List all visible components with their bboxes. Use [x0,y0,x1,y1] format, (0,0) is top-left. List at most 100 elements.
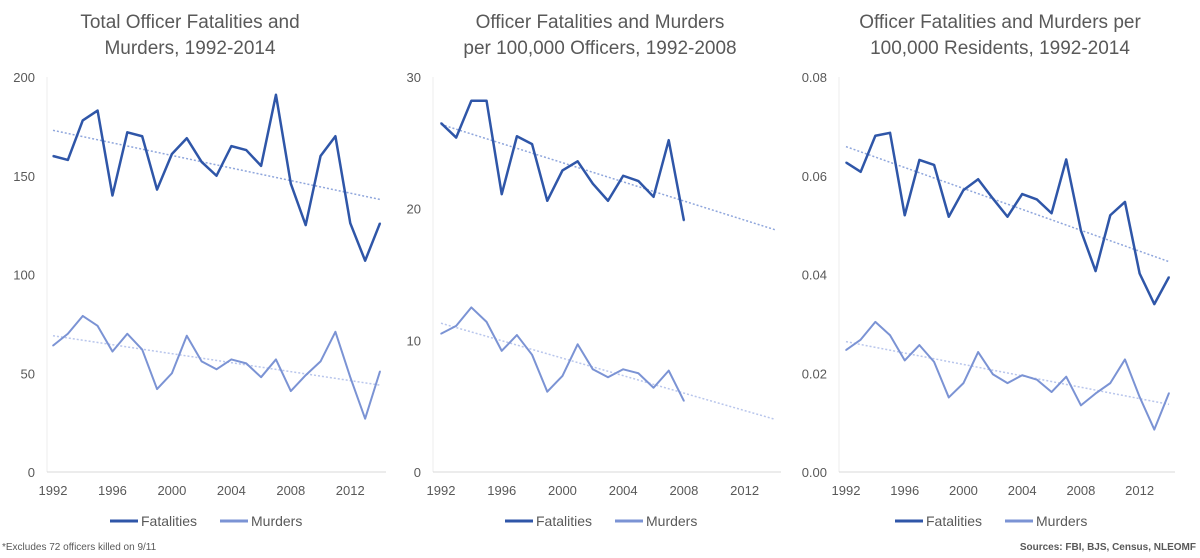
murders-point [859,338,862,341]
murders-point [1153,428,1156,431]
y-tick-label: 20 [407,202,421,217]
murders-point [200,360,203,363]
fatalities-point [683,219,685,222]
murders-point [667,369,670,372]
fatalities-point [455,136,457,139]
murders-trendline [440,322,776,421]
murders-point [592,368,594,371]
murders-point [455,325,457,327]
chart-title: Officer Fatalities and Murders per [859,12,1141,33]
fatalities-point [1080,229,1082,232]
murders-point [290,390,292,392]
legend-label-murders: Murders [251,513,302,529]
murders-point [81,315,84,317]
fatalities-point [592,182,594,185]
murders-point [230,358,233,361]
fatalities-point [52,155,54,157]
fatalities-point [977,178,979,181]
x-tick-label: 2012 [336,483,365,498]
murders-point [531,354,533,356]
murders-point [1006,382,1009,384]
murders-point [683,400,685,402]
murders-point [652,386,655,389]
murders-point [933,361,935,363]
y-tick-label: 100 [13,268,35,283]
murders-point [903,359,906,362]
fatalities-point [607,199,609,202]
fatalities-point [622,174,624,177]
y-tick-label: 0.04 [802,268,827,283]
fatalities-point [1050,212,1053,215]
fatalities-point [1094,270,1097,272]
murders-point [440,332,442,335]
fatalities-point [933,164,935,166]
fatalities-point [290,182,292,185]
murders-point [607,376,609,379]
chart-title: 100,000 Residents, 1992-2014 [870,38,1130,59]
murders-point [260,376,262,379]
fatalities-point [889,131,891,134]
murders-point [889,334,891,337]
fatalities-point [962,189,965,191]
murders-line [440,306,685,402]
murders-point [485,321,488,323]
fatalities-point [1021,193,1023,195]
murders-point [637,372,640,375]
murders-line [52,314,381,420]
y-tick-label: 0 [28,465,35,480]
fatalities-point [1124,201,1126,203]
murders-point [334,330,337,333]
fatalities-point [185,137,188,140]
murders-point [1021,374,1023,377]
murders-point [470,306,473,309]
x-tick-label: 1996 [487,483,516,498]
fatalities-point [485,99,488,102]
y-tick-label: 10 [407,333,421,348]
fatalities-point [260,165,262,167]
y-tick-label: 0.02 [802,366,827,381]
murders-point [1109,382,1112,384]
murders-point [171,372,173,375]
x-tick-label: 2008 [669,483,698,498]
y-tick-label: 50 [21,366,35,381]
fatalities-point [1138,272,1141,275]
murders-point [962,382,965,384]
chart-title: per 100,000 Officers, 1992-2008 [463,38,736,59]
legend-label-fatalities: Fatalities [926,513,982,529]
x-tick-label: 1992 [39,483,68,498]
murders-point [111,350,114,353]
fatalities-point [67,159,69,161]
fatalities-point [304,224,307,226]
fatalities-point [171,153,173,155]
fatalities-trendline [845,145,1170,263]
fatalities-point [470,99,473,102]
legend-label-fatalities: Fatalities [536,513,592,529]
x-tick-label: 1992 [427,483,456,498]
x-tick-label: 1996 [890,483,919,498]
x-tick-label: 2012 [730,483,759,498]
murders-point [1094,392,1097,395]
fatalities-point [156,188,158,191]
murders-point [245,362,248,365]
fatalities-point [500,193,503,195]
fatalities-line [845,131,1171,306]
murders-point [947,396,950,399]
murders-point [67,332,69,335]
fatalities-point [1065,158,1068,161]
x-tick-label: 2000 [548,483,577,498]
chart-title: Murders, 1992-2014 [104,38,276,59]
murders-point [1168,392,1170,394]
chart-panel-3: Officer Fatalities and Murders per 100,00… [802,12,1175,529]
fatalities-point [667,139,670,141]
x-tick-label: 2000 [949,483,978,498]
fatalities-line [440,99,686,221]
legend-label-murders: Murders [646,513,697,529]
murders-trendline [52,334,381,386]
y-tick-label: 0 [414,465,421,480]
murders-point [52,344,54,347]
fatalities-line [52,93,382,262]
fatalities-point [126,131,129,134]
murders-point [1050,391,1053,393]
fatalities-point [275,93,277,96]
chart-panel-1: Total Officer Fatalities and Murders, 199… [13,12,386,529]
